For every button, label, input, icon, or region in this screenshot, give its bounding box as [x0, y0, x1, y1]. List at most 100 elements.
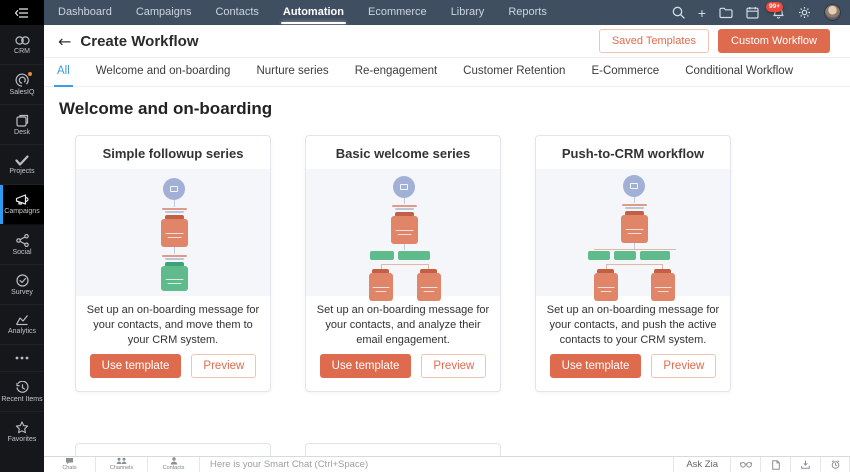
nav-reports[interactable]: Reports — [508, 6, 547, 18]
main-content: ← Create Workflow Saved Templates Custom… — [44, 25, 850, 456]
notifications-bell-icon[interactable]: 99+ — [766, 2, 785, 19]
use-template-button[interactable]: Use template — [549, 354, 642, 378]
sidebar-item-analytics[interactable]: Analytics — [0, 305, 44, 345]
custom-workflow-button[interactable]: Custom Workflow — [718, 29, 830, 53]
crm-icon — [14, 35, 30, 45]
sidebar-item-projects[interactable]: Projects — [0, 145, 44, 185]
nav-library[interactable]: Library — [450, 6, 485, 18]
create-new-icon[interactable]: + — [697, 4, 706, 21]
chatbar-tab-chats[interactable]: Chats — [44, 457, 96, 472]
template-card-title: Basic welcome series — [335, 146, 471, 161]
sidebar-item-campaigns[interactable]: Campaigns — [0, 185, 44, 225]
sidebar-item-label: CRM — [14, 47, 30, 55]
channels-icon — [116, 458, 127, 465]
sidebar-item-label: Favorites — [7, 436, 37, 443]
template-card-actions: Use template Preview — [536, 350, 730, 391]
template-card-title: Simple followup series — [102, 146, 244, 161]
template-card-actions: Use template Preview — [306, 350, 500, 391]
template-card-title: Push-to-CRM workflow — [561, 146, 705, 161]
nav-dashboard[interactable]: Dashboard — [58, 6, 112, 18]
preview-button[interactable]: Preview — [191, 354, 257, 378]
tab-conditional-workflow[interactable]: Conditional Workflow — [685, 64, 793, 77]
reminder-clock-icon[interactable] — [820, 457, 850, 472]
workflow-diagram-thumbnail — [536, 169, 730, 301]
tab-nurture-series[interactable]: Nurture series — [256, 64, 329, 77]
app-drawer-toggle[interactable] — [0, 0, 44, 25]
more-dots-icon — [15, 356, 29, 360]
sidebar-item-label: Recent Items — [1, 395, 43, 403]
sidebar-item-desk[interactable]: Desk — [0, 105, 44, 145]
sidebar-item-label: Desk — [14, 128, 30, 136]
tab-welcome-onboarding[interactable]: Welcome and on-boarding — [95, 64, 231, 77]
tab-all[interactable]: All — [54, 58, 73, 87]
document-icon[interactable] — [760, 457, 790, 472]
sidebar-item-favorites[interactable]: Favorites — [0, 412, 44, 452]
template-card-description: Set up an on-boarding message for your c… — [546, 304, 720, 347]
use-template-button[interactable]: Use template — [89, 354, 182, 378]
salesiq-icon — [15, 73, 29, 87]
template-card-partial[interactable] — [305, 443, 501, 456]
analytics-icon — [15, 315, 28, 326]
template-card-basic-welcome[interactable]: Basic welcome series Set up an on-bo — [305, 135, 501, 392]
tab-e-commerce[interactable]: E-Commerce — [591, 64, 660, 77]
desk-icon — [15, 114, 28, 127]
chatbar-tab-channels[interactable]: Channels — [96, 457, 148, 472]
nav-campaigns[interactable]: Campaigns — [135, 6, 192, 18]
tab-customer-retention[interactable]: Customer Retention — [463, 64, 566, 77]
tab-re-engagement[interactable]: Re-engagement — [354, 64, 438, 77]
campaigns-megaphone-icon — [15, 194, 29, 205]
section-heading: Welcome and on-boarding — [59, 99, 273, 118]
sidebar-item-label: Campaigns — [4, 208, 40, 215]
settings-gear-icon[interactable] — [798, 6, 811, 19]
zia-glasses-icon[interactable] — [730, 457, 760, 472]
header-actions: Saved Templates Custom Workflow — [598, 29, 830, 53]
sidebar-item-label: Analytics — [7, 328, 36, 335]
sidebar-item-survey[interactable]: Survey — [0, 265, 44, 305]
nav-automation[interactable]: Automation — [280, 0, 347, 25]
nav-ecommerce[interactable]: Ecommerce — [368, 6, 427, 18]
smart-chat-bar: Chats Channels Contacts Ask Zia — [44, 456, 850, 472]
recent-items-clock-icon — [15, 380, 29, 393]
workflow-diagram-thumbnail — [76, 169, 270, 297]
calendar-icon[interactable] — [746, 6, 759, 19]
topnav-actions: + 99+ — [672, 2, 850, 21]
template-category-tabs: All Welcome and on-boarding Nurture seri… — [44, 58, 850, 87]
back-arrow-icon[interactable]: ← — [58, 31, 72, 51]
use-template-button[interactable]: Use template — [319, 354, 412, 378]
template-cards-row: Simple followup series Set up an on-boar… — [75, 135, 850, 392]
search-icon[interactable] — [672, 6, 685, 19]
app-sidebar: CRM SalesIQ Desk Projects Campaigns Soci… — [0, 0, 44, 472]
sidebar-item-crm[interactable]: CRM — [0, 25, 44, 65]
sidebar-item-recent-items[interactable]: Recent Items — [0, 372, 44, 412]
saved-templates-button[interactable]: Saved Templates — [598, 29, 710, 53]
next-row-partial-cards — [75, 443, 501, 456]
contacts-icon — [170, 457, 177, 465]
sidebar-item-label: Survey — [11, 288, 33, 296]
survey-icon — [15, 273, 29, 287]
favorites-star-icon — [15, 421, 29, 434]
projects-icon — [15, 154, 29, 166]
user-avatar[interactable] — [824, 4, 841, 21]
sidebar-item-label: Social — [12, 248, 32, 256]
notification-count-badge: 99+ — [766, 2, 784, 12]
sidebar-item-social[interactable]: Social — [0, 225, 44, 265]
topnav-links: Dashboard Campaigns Contacts Automation … — [44, 0, 547, 25]
template-card-simple-followup[interactable]: Simple followup series Set up an on-boar… — [75, 135, 271, 392]
preview-button[interactable]: Preview — [651, 354, 717, 378]
template-card-push-to-crm[interactable]: Push-to-CRM workflow — [535, 135, 731, 392]
preview-button[interactable]: Preview — [421, 354, 487, 378]
workflow-diagram-thumbnail — [306, 169, 500, 301]
ask-zia-button[interactable]: Ask Zia — [673, 457, 730, 472]
sidebar-item-label: Projects — [9, 167, 35, 175]
chatbar-tab-contacts[interactable]: Contacts — [148, 457, 200, 472]
sidebar-item-salesiq[interactable]: SalesIQ — [0, 65, 44, 105]
collapse-menu-icon — [15, 7, 28, 18]
template-card-partial[interactable] — [75, 443, 271, 456]
download-icon[interactable] — [790, 457, 820, 472]
folder-icon[interactable] — [719, 7, 733, 19]
nav-contacts[interactable]: Contacts — [215, 6, 259, 18]
sidebar-item-more[interactable] — [0, 345, 44, 372]
template-card-description: Set up an on-boarding message for your c… — [316, 304, 490, 347]
social-share-icon — [15, 233, 29, 247]
smart-chat-input[interactable] — [210, 459, 674, 470]
